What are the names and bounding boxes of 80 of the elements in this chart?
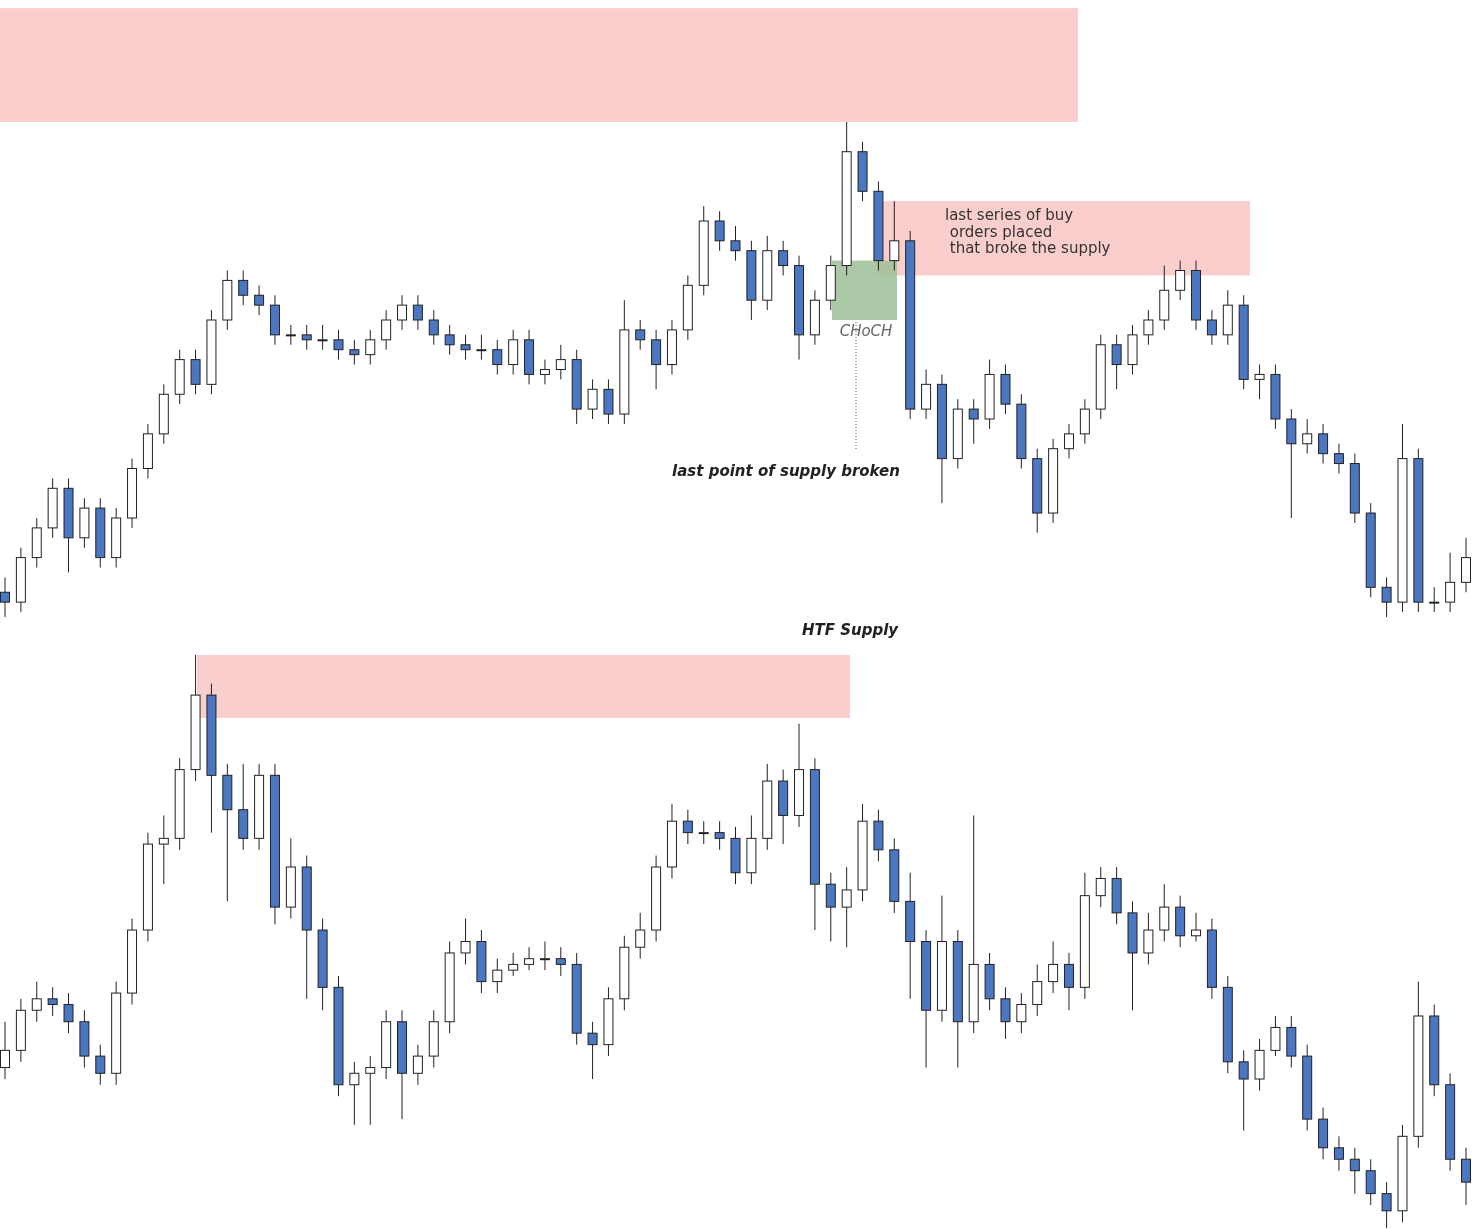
candlestick: [460, 334, 471, 361]
band-label: CHoCH: [839, 322, 893, 340]
candlestick: [1302, 418, 1313, 455]
candlestick: [301, 324, 312, 351]
candlestick: [825, 872, 836, 942]
candlestick: [412, 294, 423, 331]
candlestick: [492, 339, 503, 375]
candlestick: [1032, 963, 1043, 1017]
candlestick: [1175, 260, 1186, 301]
candlestick: [1159, 883, 1170, 942]
candlestick: [95, 1044, 106, 1086]
candlestick: [539, 359, 550, 385]
candlestick: [698, 820, 709, 845]
candlestick: [730, 225, 741, 262]
candlestick: [1143, 309, 1154, 346]
candlestick: [968, 398, 979, 445]
candlestick: [333, 329, 344, 361]
band-label: last series of buy orders placed that broke the supply: [945, 206, 1111, 257]
candlestick: [1365, 1158, 1376, 1206]
candlestick: [508, 952, 519, 977]
candlestick: [714, 210, 725, 252]
candlestick: [635, 319, 646, 351]
candlestick: [317, 324, 328, 351]
candlestick: [1238, 1049, 1249, 1132]
candlestick: [158, 814, 169, 885]
candlestick: [365, 329, 376, 366]
candlestick: [1429, 586, 1440, 613]
candlestick: [1063, 952, 1074, 1011]
candlestick: [476, 334, 487, 361]
candlestick: [47, 986, 58, 1017]
candlestick: [349, 1061, 360, 1126]
candlestick: [1143, 912, 1154, 965]
candlestick: [1333, 1135, 1344, 1172]
candlestick: [1000, 986, 1011, 1040]
candlestick: [539, 941, 550, 971]
annotation: last point of supply broken: [672, 462, 900, 480]
candlestick: [1333, 443, 1344, 474]
candlestick: [412, 1044, 423, 1086]
candlestick: [1349, 1147, 1360, 1195]
candlestick: [778, 240, 789, 276]
candlestick: [635, 912, 646, 960]
candlestick: [1254, 364, 1265, 400]
candlestick: [1206, 309, 1217, 346]
band-label: HTF Supply: [801, 621, 900, 639]
candlestick: [524, 946, 535, 971]
candlestick: [1270, 1015, 1281, 1057]
candlestick: [555, 946, 566, 977]
candlestick: [428, 309, 439, 346]
candlestick: [1445, 552, 1456, 613]
candlestick: [714, 820, 725, 851]
candlestick: [1461, 1147, 1471, 1206]
candlestick: [0, 576, 10, 618]
candlestick: [63, 992, 74, 1034]
candlestick: [1111, 334, 1122, 390]
candlestick: [444, 324, 455, 356]
candlestick: [1381, 576, 1392, 618]
candlestick: [1191, 912, 1202, 942]
candlestick: [492, 958, 503, 994]
candlestick: [0, 1021, 10, 1080]
candlestick: [31, 981, 42, 1023]
candlestick: [381, 309, 392, 351]
candlestick: [587, 1021, 598, 1080]
candlestick: [1016, 992, 1027, 1034]
candlestick: [365, 1055, 376, 1126]
candlestick: [682, 809, 693, 845]
candlestick: [1318, 423, 1329, 465]
candlestick: [349, 339, 360, 366]
candlestick: [1381, 1181, 1392, 1229]
candlestick: [889, 200, 900, 271]
candlestick: [1063, 423, 1074, 460]
candlestick: [1048, 941, 1059, 994]
candlestick: [460, 918, 471, 965]
candlestick: [397, 294, 408, 331]
candlestick: [1095, 866, 1106, 908]
candlestick: [285, 324, 296, 346]
candlestick: [238, 270, 249, 306]
candlestick: [555, 344, 566, 380]
candlestick: [254, 284, 265, 316]
candlestick: [587, 378, 598, 420]
candlestick: [841, 866, 852, 948]
